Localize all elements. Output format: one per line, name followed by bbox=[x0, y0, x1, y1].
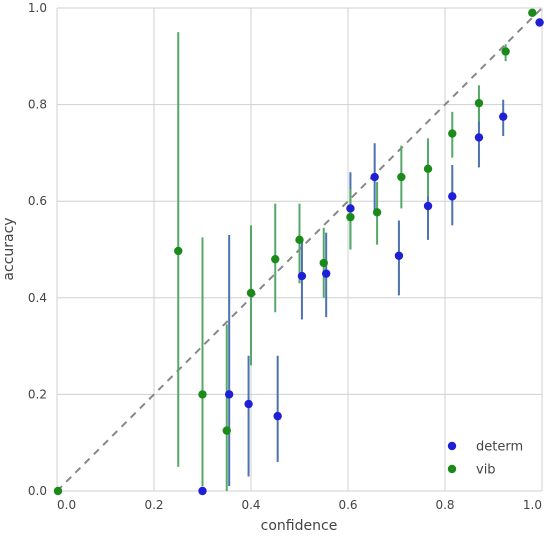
determ-point bbox=[321, 269, 331, 278]
y-axis-label: accuracy bbox=[1, 217, 17, 280]
y-tick-label: 1.0 bbox=[28, 1, 47, 15]
x-tick-label: 0.8 bbox=[435, 498, 454, 512]
vib-point bbox=[423, 164, 433, 174]
vib-legend-marker bbox=[447, 464, 457, 474]
y-tick-label: 0.8 bbox=[28, 98, 47, 112]
determ-point bbox=[198, 486, 207, 496]
determ-point bbox=[423, 201, 433, 211]
y-tick-label: 0.6 bbox=[28, 194, 47, 208]
vib-point bbox=[448, 129, 457, 138]
determ-point bbox=[273, 411, 282, 421]
determ-point bbox=[297, 271, 307, 281]
vib-point bbox=[346, 212, 355, 222]
y-tick-label: 0.4 bbox=[28, 291, 47, 305]
determ-legend-label: determ bbox=[476, 440, 523, 455]
determ-point bbox=[394, 251, 404, 260]
vib-point bbox=[319, 258, 328, 268]
determ-point bbox=[474, 133, 484, 142]
vib-point bbox=[528, 8, 537, 18]
determ-point bbox=[346, 204, 355, 213]
x-tick-label: 0.4 bbox=[241, 498, 260, 512]
vib-point bbox=[372, 208, 382, 217]
vib-point bbox=[474, 98, 484, 108]
x-tick-label: 0.6 bbox=[338, 498, 357, 512]
x-axis-label: confidence bbox=[261, 518, 338, 534]
determ-point bbox=[224, 390, 234, 399]
data-points bbox=[53, 8, 544, 496]
tick-labels: 0.0 0.2 0.4 0.6 0.8 1.0 0.0 0.2 0.4 0.6 0.8 1.0 bbox=[28, 1, 542, 512]
y-tick-label: 0.2 bbox=[28, 387, 47, 401]
determ-point bbox=[448, 192, 457, 201]
vib-point bbox=[271, 254, 280, 264]
vib-legend-label: vib bbox=[476, 463, 496, 478]
x-tick-label: 1.0 bbox=[523, 498, 542, 512]
vib-point bbox=[53, 486, 63, 496]
y-tick-label: 0.0 bbox=[28, 484, 47, 498]
x-tick-label: 0.0 bbox=[57, 498, 76, 512]
legend: determ vib bbox=[447, 440, 523, 478]
vib-point bbox=[295, 235, 304, 245]
vib-point bbox=[501, 47, 510, 56]
determ-point bbox=[244, 399, 253, 409]
determ-point bbox=[499, 112, 508, 121]
vib-point bbox=[222, 426, 231, 435]
vib-point bbox=[246, 288, 256, 298]
vib-point bbox=[397, 172, 406, 182]
vib-point bbox=[198, 390, 207, 399]
vib-point bbox=[174, 246, 183, 256]
x-tick-label: 0.2 bbox=[144, 498, 163, 512]
determ-point bbox=[535, 18, 544, 27]
determ-legend-marker bbox=[447, 441, 457, 451]
determ-point bbox=[370, 172, 379, 182]
